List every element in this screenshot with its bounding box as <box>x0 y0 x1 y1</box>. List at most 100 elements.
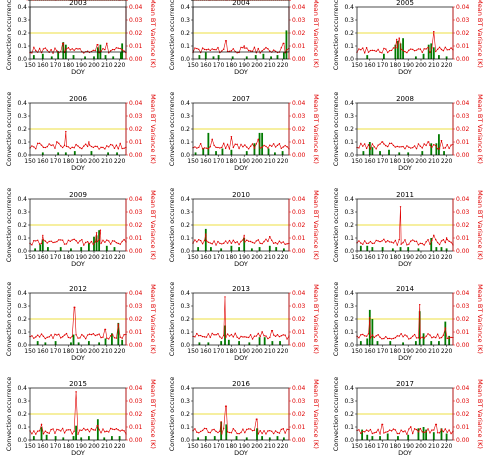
convection-bar <box>444 321 447 345</box>
variance-point <box>211 138 213 141</box>
x-tick-label: 160 <box>200 348 212 355</box>
variance-point <box>100 50 102 52</box>
variance-point <box>201 335 204 338</box>
convection-bar <box>39 244 42 251</box>
x-tick-label: 200 <box>251 62 263 69</box>
y-axis-label-left: Convection occurrence <box>332 282 340 357</box>
variance-point <box>106 430 108 432</box>
convection-bar <box>107 152 109 155</box>
y-axis-label-right: Mean BT Variance (K) <box>149 0 157 68</box>
convection-bar <box>36 341 39 345</box>
x-tick-label: 200 <box>415 254 427 261</box>
variance-point <box>249 240 252 243</box>
variance-point <box>52 428 54 430</box>
variance-point <box>251 241 254 244</box>
variance-point <box>113 428 116 431</box>
variance-point <box>58 142 60 145</box>
variance-point <box>221 337 223 340</box>
variance-point <box>123 334 125 336</box>
convection-bar <box>368 309 371 345</box>
variance-point <box>417 431 420 433</box>
variance-point <box>98 238 100 241</box>
x-tick-label: 150 <box>187 348 199 355</box>
y-tick-label-right: 0.04 <box>129 4 143 11</box>
variance-point <box>86 145 89 148</box>
variance-point <box>226 333 229 335</box>
variance-point <box>217 46 219 49</box>
y-tick-label-left: 0.3 <box>344 398 354 405</box>
variance-point <box>415 147 418 150</box>
convection-bar <box>432 47 435 59</box>
convection-bar <box>72 436 75 440</box>
variance-point <box>445 237 448 239</box>
variance-point <box>438 337 441 339</box>
variance-point <box>358 337 360 339</box>
convection-bar <box>230 245 233 251</box>
variance-point <box>113 337 116 339</box>
variance-point <box>194 428 196 430</box>
convection-bar <box>238 341 240 345</box>
y-tick-label-right: 0.00 <box>129 0 143 2</box>
variance-point <box>280 335 283 337</box>
y-tick-label-right: 0.03 <box>292 303 306 310</box>
variance-point <box>46 242 48 244</box>
x-tick-label: 210 <box>101 443 113 450</box>
variance-point <box>375 431 377 434</box>
x-tick-label: 210 <box>428 443 440 450</box>
variance-point <box>371 242 374 245</box>
panel-title: 2013 <box>232 285 250 293</box>
variance-point <box>67 336 70 339</box>
variance-point <box>383 238 385 241</box>
variance-point <box>211 48 213 50</box>
y-tick-label-left: 0.2 <box>17 30 27 37</box>
variance-point <box>444 46 447 49</box>
x-tick-label: 180 <box>63 348 75 355</box>
variance-point <box>123 50 125 52</box>
variance-point <box>194 146 196 148</box>
x-tick-label: 210 <box>264 158 276 165</box>
convection-bar <box>98 342 101 345</box>
x-tick-label: 200 <box>88 0 100 2</box>
x-tick-label: 150 <box>187 158 199 165</box>
variance-point <box>215 334 217 336</box>
y-tick-label-right: 0.00 <box>292 152 306 159</box>
variance-point <box>387 51 389 54</box>
convection-bar <box>245 56 248 59</box>
variance-point <box>123 430 125 432</box>
variance-point <box>396 432 399 435</box>
x-tick-label: 220 <box>114 62 126 69</box>
variance-point <box>92 429 95 431</box>
convection-bar <box>215 151 217 155</box>
y-tick-label-right: 0.04 <box>292 385 306 392</box>
variance-point <box>60 337 62 339</box>
variance-point <box>398 146 400 148</box>
x-tick-label: 220 <box>114 348 126 355</box>
y-tick-label-right: 0.02 <box>292 222 306 229</box>
variance-point <box>387 239 389 242</box>
variance-point <box>97 425 99 427</box>
variance-point <box>108 52 110 54</box>
variance-point <box>392 337 395 340</box>
y-tick-label-left: 0.3 <box>17 209 27 216</box>
variance-point <box>377 428 379 431</box>
x-tick-label: 200 <box>88 62 100 69</box>
variance-point <box>60 239 62 241</box>
convection-bar <box>435 247 438 251</box>
variance-point <box>83 427 85 430</box>
convection-bar <box>279 341 281 345</box>
panel-2015: 2015 150 160 170 180 190 200 210 220 0.0 0.1 0.2 0.3… <box>5 377 157 457</box>
variance-point <box>100 242 102 245</box>
variance-point <box>402 336 404 338</box>
variance-point <box>36 430 39 432</box>
variance-point <box>406 433 408 435</box>
y-axis-label-right: Mean BT Variance (K) <box>476 190 484 260</box>
variance-point <box>38 430 41 432</box>
x-tick-label: 150 <box>351 62 363 69</box>
variance-point <box>109 243 112 245</box>
x-tick-label: 150 <box>24 0 36 2</box>
panel-2013: 2013 150 160 170 180 190 200 210 220 0.0 0.1 0.2 0.3… <box>168 282 320 362</box>
y-tick-label-right: 0.01 <box>456 235 470 242</box>
convection-bar <box>64 152 67 155</box>
y-tick-label-right: 0.04 <box>456 4 470 11</box>
y-tick-label-left: 0.1 <box>17 0 27 2</box>
